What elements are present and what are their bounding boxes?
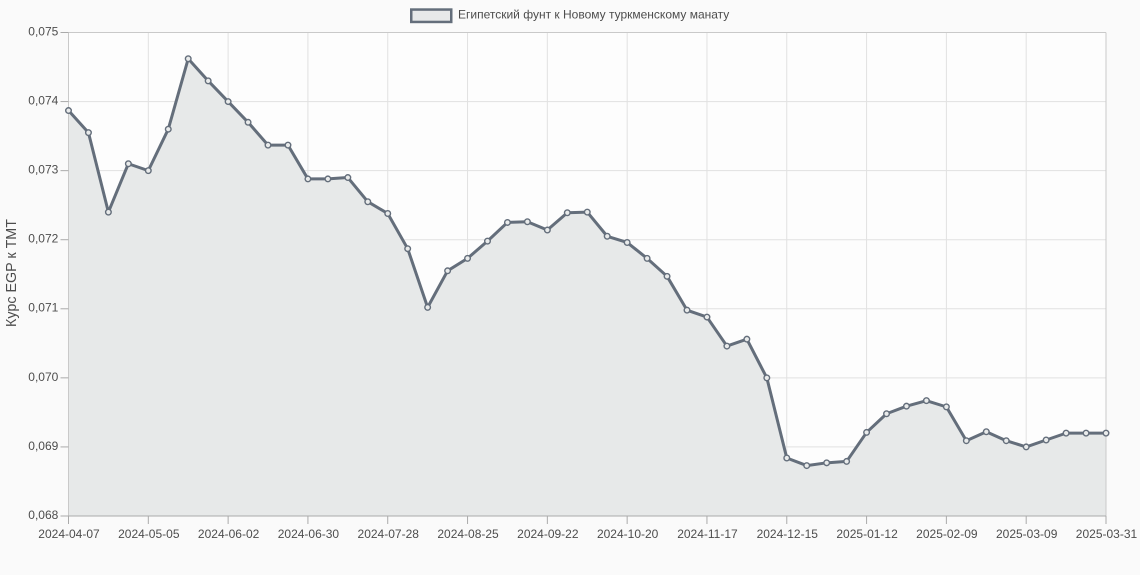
svg-text:2024-09-22: 2024-09-22 <box>517 527 579 541</box>
svg-text:0,073: 0,073 <box>28 163 58 177</box>
svg-text:2024-10-20: 2024-10-20 <box>597 527 659 541</box>
svg-text:Египетский фунт к Новому туркм: Египетский фунт к Новому туркменскому ма… <box>458 7 729 21</box>
svg-text:2024-04-07: 2024-04-07 <box>38 527 100 541</box>
svg-text:2024-08-25: 2024-08-25 <box>437 527 499 541</box>
svg-text:2024-05-05: 2024-05-05 <box>118 527 180 541</box>
svg-text:2024-11-17: 2024-11-17 <box>677 527 738 541</box>
svg-text:2025-01-12: 2025-01-12 <box>836 527 898 541</box>
svg-text:Курс EGP к TMT: Курс EGP к TMT <box>4 219 20 327</box>
svg-text:0,069: 0,069 <box>28 439 58 453</box>
svg-text:2025-03-31: 2025-03-31 <box>1076 527 1138 541</box>
svg-text:2024-07-28: 2024-07-28 <box>358 527 420 541</box>
svg-text:2024-12-15: 2024-12-15 <box>757 527 819 541</box>
svg-text:2025-02-09: 2025-02-09 <box>916 527 978 541</box>
svg-text:2025-03-09: 2025-03-09 <box>996 527 1058 541</box>
svg-text:2024-06-30: 2024-06-30 <box>278 527 340 541</box>
svg-text:0,068: 0,068 <box>28 508 58 522</box>
svg-text:0,072: 0,072 <box>28 232 58 246</box>
svg-text:0,075: 0,075 <box>28 24 58 38</box>
svg-text:0,070: 0,070 <box>28 370 58 384</box>
svg-text:0,074: 0,074 <box>28 93 58 107</box>
svg-text:2024-06-02: 2024-06-02 <box>198 527 260 541</box>
svg-text:0,071: 0,071 <box>28 301 58 315</box>
